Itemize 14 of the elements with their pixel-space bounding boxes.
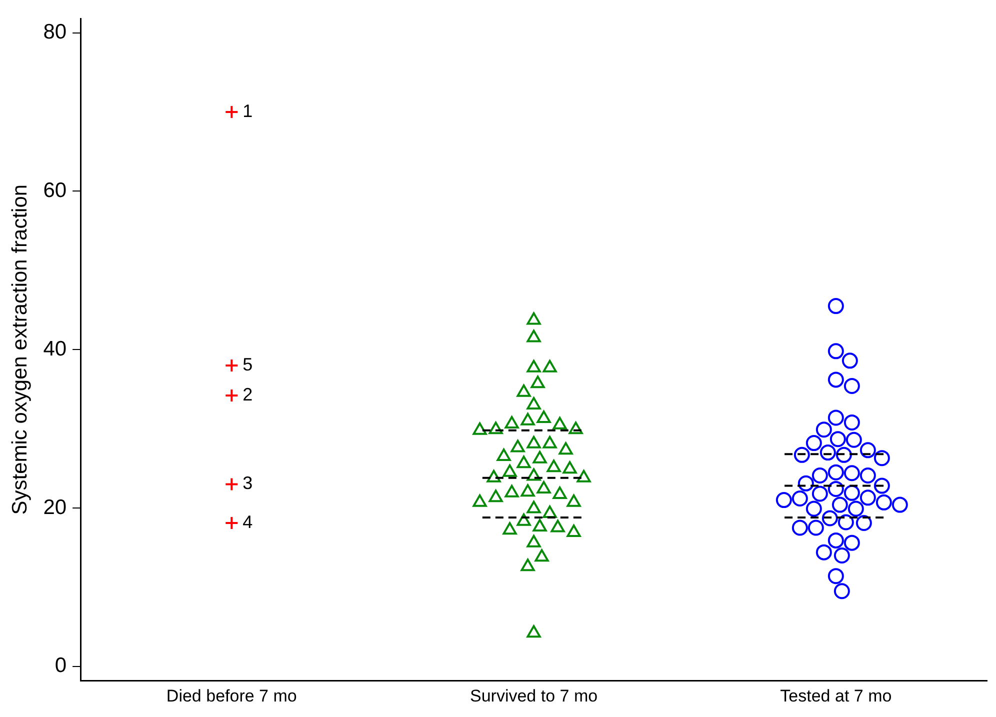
y-tick-label: 80	[43, 20, 67, 44]
annotation: 3	[242, 473, 253, 494]
x-tick-label: Tested at 7 mo	[780, 686, 892, 706]
y-tick-label: 20	[43, 496, 67, 519]
annotation: 1	[242, 101, 253, 122]
x-tick-label: Died before 7 mo	[166, 686, 297, 706]
annotation: 5	[242, 354, 253, 374]
annotation: 2	[242, 384, 253, 404]
y-tick-label: 60	[43, 179, 67, 202]
y-tick-label: 40	[43, 337, 67, 360]
x-tick-label: Survived to 7 mo	[470, 686, 598, 706]
y-axis-title: Systemic oxygen extraction fraction	[8, 184, 32, 515]
y-tick-label: 0	[54, 654, 67, 678]
annotation: 4	[242, 512, 253, 532]
